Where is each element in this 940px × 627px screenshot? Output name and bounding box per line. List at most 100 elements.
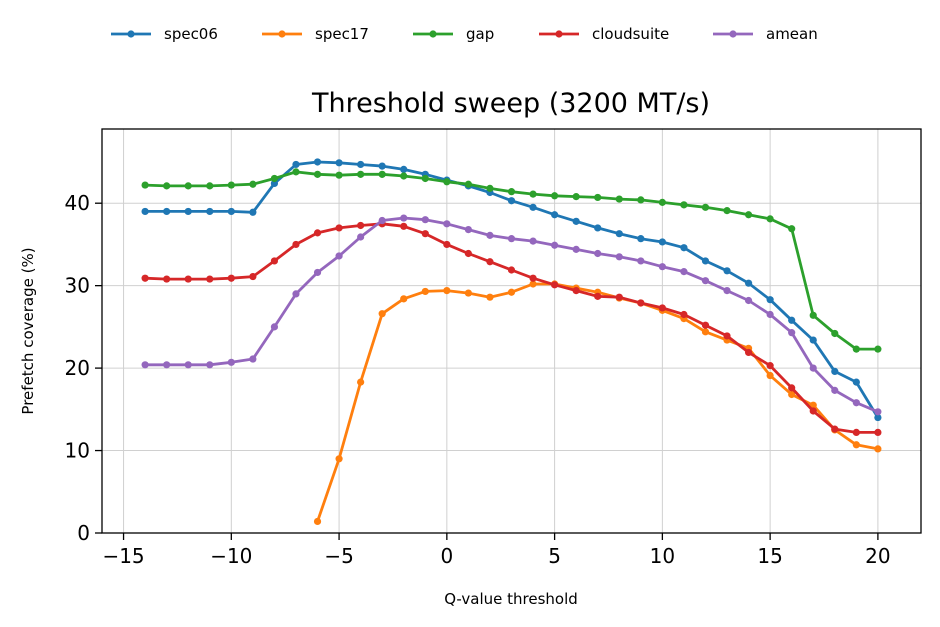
data-point-amean [723,287,731,295]
data-point-amean [249,355,257,363]
legend-item-cloudsuite: cloudsuite [539,25,669,43]
data-point-gap [141,181,149,189]
data-point-gap [335,171,343,179]
data-point-cloudsuite [400,222,408,230]
x-axis-label: Q-value threshold [444,590,578,608]
data-point-spec06 [292,160,300,169]
data-point-spec17 [464,289,472,297]
data-point-cloudsuite [637,299,645,307]
data-point-spec06 [335,159,343,167]
data-point-gap [852,345,860,353]
y-tick-label: 20 [65,356,90,380]
data-point-cloudsuite [163,275,171,283]
data-point-spec06 [249,208,257,216]
data-point-spec17 [529,280,537,288]
data-point-gap [443,178,451,186]
x-axis: −15 −10 −5 0 5 10 15 20 [102,533,891,568]
data-point-spec06 [701,257,710,265]
data-point-spec06 [529,203,537,211]
data-point-amean [744,296,753,305]
data-point-cloudsuite [701,321,710,329]
data-point-cloudsuite [227,274,235,282]
data-point-cloudsuite [680,310,688,319]
data-point-spec17 [874,445,882,453]
x-tick-label: 20 [865,544,890,568]
data-point-cloudsuite [852,428,860,437]
data-point-spec17 [507,288,516,296]
data-point-amean [443,220,451,228]
data-point-cloudsuite [486,258,494,266]
data-point-spec06 [378,162,386,170]
data-point-spec06 [809,336,817,344]
series-spec06 [141,158,882,422]
data-point-cloudsuite [874,428,882,437]
legend-label: amean [766,25,818,43]
data-point-amean [637,257,645,265]
data-point-amean [400,214,408,222]
data-point-gap [357,170,365,178]
data-point-amean [292,290,300,298]
data-point-gap [378,170,386,178]
data-point-cloudsuite [292,240,300,249]
data-point-gap [637,196,645,204]
data-point-amean [551,241,559,249]
y-tick-label: 30 [65,274,90,298]
legend-item-amean: amean [713,25,818,43]
data-point-amean [378,216,386,225]
data-point-gap [227,181,235,189]
data-point-spec06 [852,378,860,386]
legend-marker [127,30,135,38]
data-point-gap [615,195,623,203]
data-point-cloudsuite [788,384,796,392]
data-point-gap [766,215,774,223]
data-point-spec06 [270,179,279,188]
data-point-gap [421,174,429,183]
plot-frame [101,128,922,534]
data-point-spec06 [788,316,796,324]
data-point-spec17 [357,378,365,386]
data-point-gap [292,168,300,176]
data-point-cloudsuite [421,230,429,238]
y-axis-label: Prefetch coverage (%) [19,247,37,414]
data-point-gap [464,180,472,188]
data-point-spec17 [486,293,494,301]
data-point-cloudsuite [357,221,365,230]
x-tick-label: 15 [757,544,782,568]
data-point-cloudsuite [529,274,537,282]
data-point-amean [615,253,623,261]
data-point-amean [658,263,666,271]
data-point-gap [701,203,710,211]
legend-label: cloudsuite [592,25,669,43]
data-point-amean [831,386,839,394]
data-point-amean [270,323,279,331]
data-point-spec06 [658,238,666,246]
data-point-gap [723,207,731,215]
data-point-spec17 [788,390,796,399]
legend-marker [555,30,563,38]
data-point-spec17 [421,287,429,296]
data-point-spec06 [400,165,408,173]
data-point-spec17 [766,371,774,380]
data-point-amean [594,249,602,258]
data-point-spec06 [357,160,365,169]
x-tick-label: −5 [324,544,353,568]
legend-marker [278,30,286,38]
data-point-amean [421,216,429,224]
data-point-gap [744,211,753,219]
chart-title: Threshold sweep (3200 MT/s) [311,88,710,119]
data-point-spec17 [701,328,710,336]
data-point-cloudsuite [141,274,149,282]
data-point-spec06 [766,296,774,304]
data-point-spec06 [163,207,171,216]
y-tick-label: 40 [65,191,90,215]
series-layer [141,158,882,526]
x-tick-label: −10 [210,544,252,568]
data-point-amean [766,310,774,319]
data-point-amean [206,361,214,369]
data-point-gap [809,311,817,319]
data-point-spec06 [313,158,322,166]
y-tick-label: 10 [65,439,90,463]
data-point-amean [227,358,235,366]
legend-label: gap [466,25,494,43]
